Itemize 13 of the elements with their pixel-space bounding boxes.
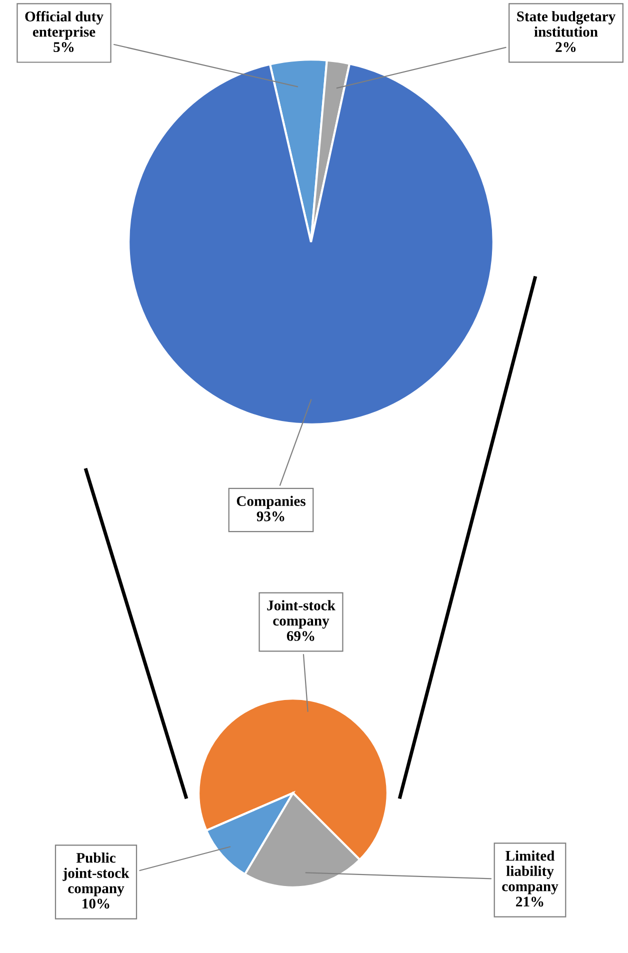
slice-label: Public joint-stock company xyxy=(62,852,130,896)
data-label: 5% xyxy=(54,42,74,52)
data-label: 93% xyxy=(256,511,284,522)
pie-slice xyxy=(128,62,494,426)
data-label: 69% xyxy=(286,631,314,641)
slice-label: Limited liability company xyxy=(502,850,558,894)
slice-label: Companies xyxy=(236,496,306,509)
data-label: 2% xyxy=(556,42,576,52)
slice-label: State budgetary institution xyxy=(517,11,616,37)
slice-label: Official duty enterprise xyxy=(25,11,104,40)
data-label: 21% xyxy=(516,896,544,907)
data-label: 10% xyxy=(82,898,110,909)
slice-label: Joint-stock company xyxy=(267,600,336,629)
